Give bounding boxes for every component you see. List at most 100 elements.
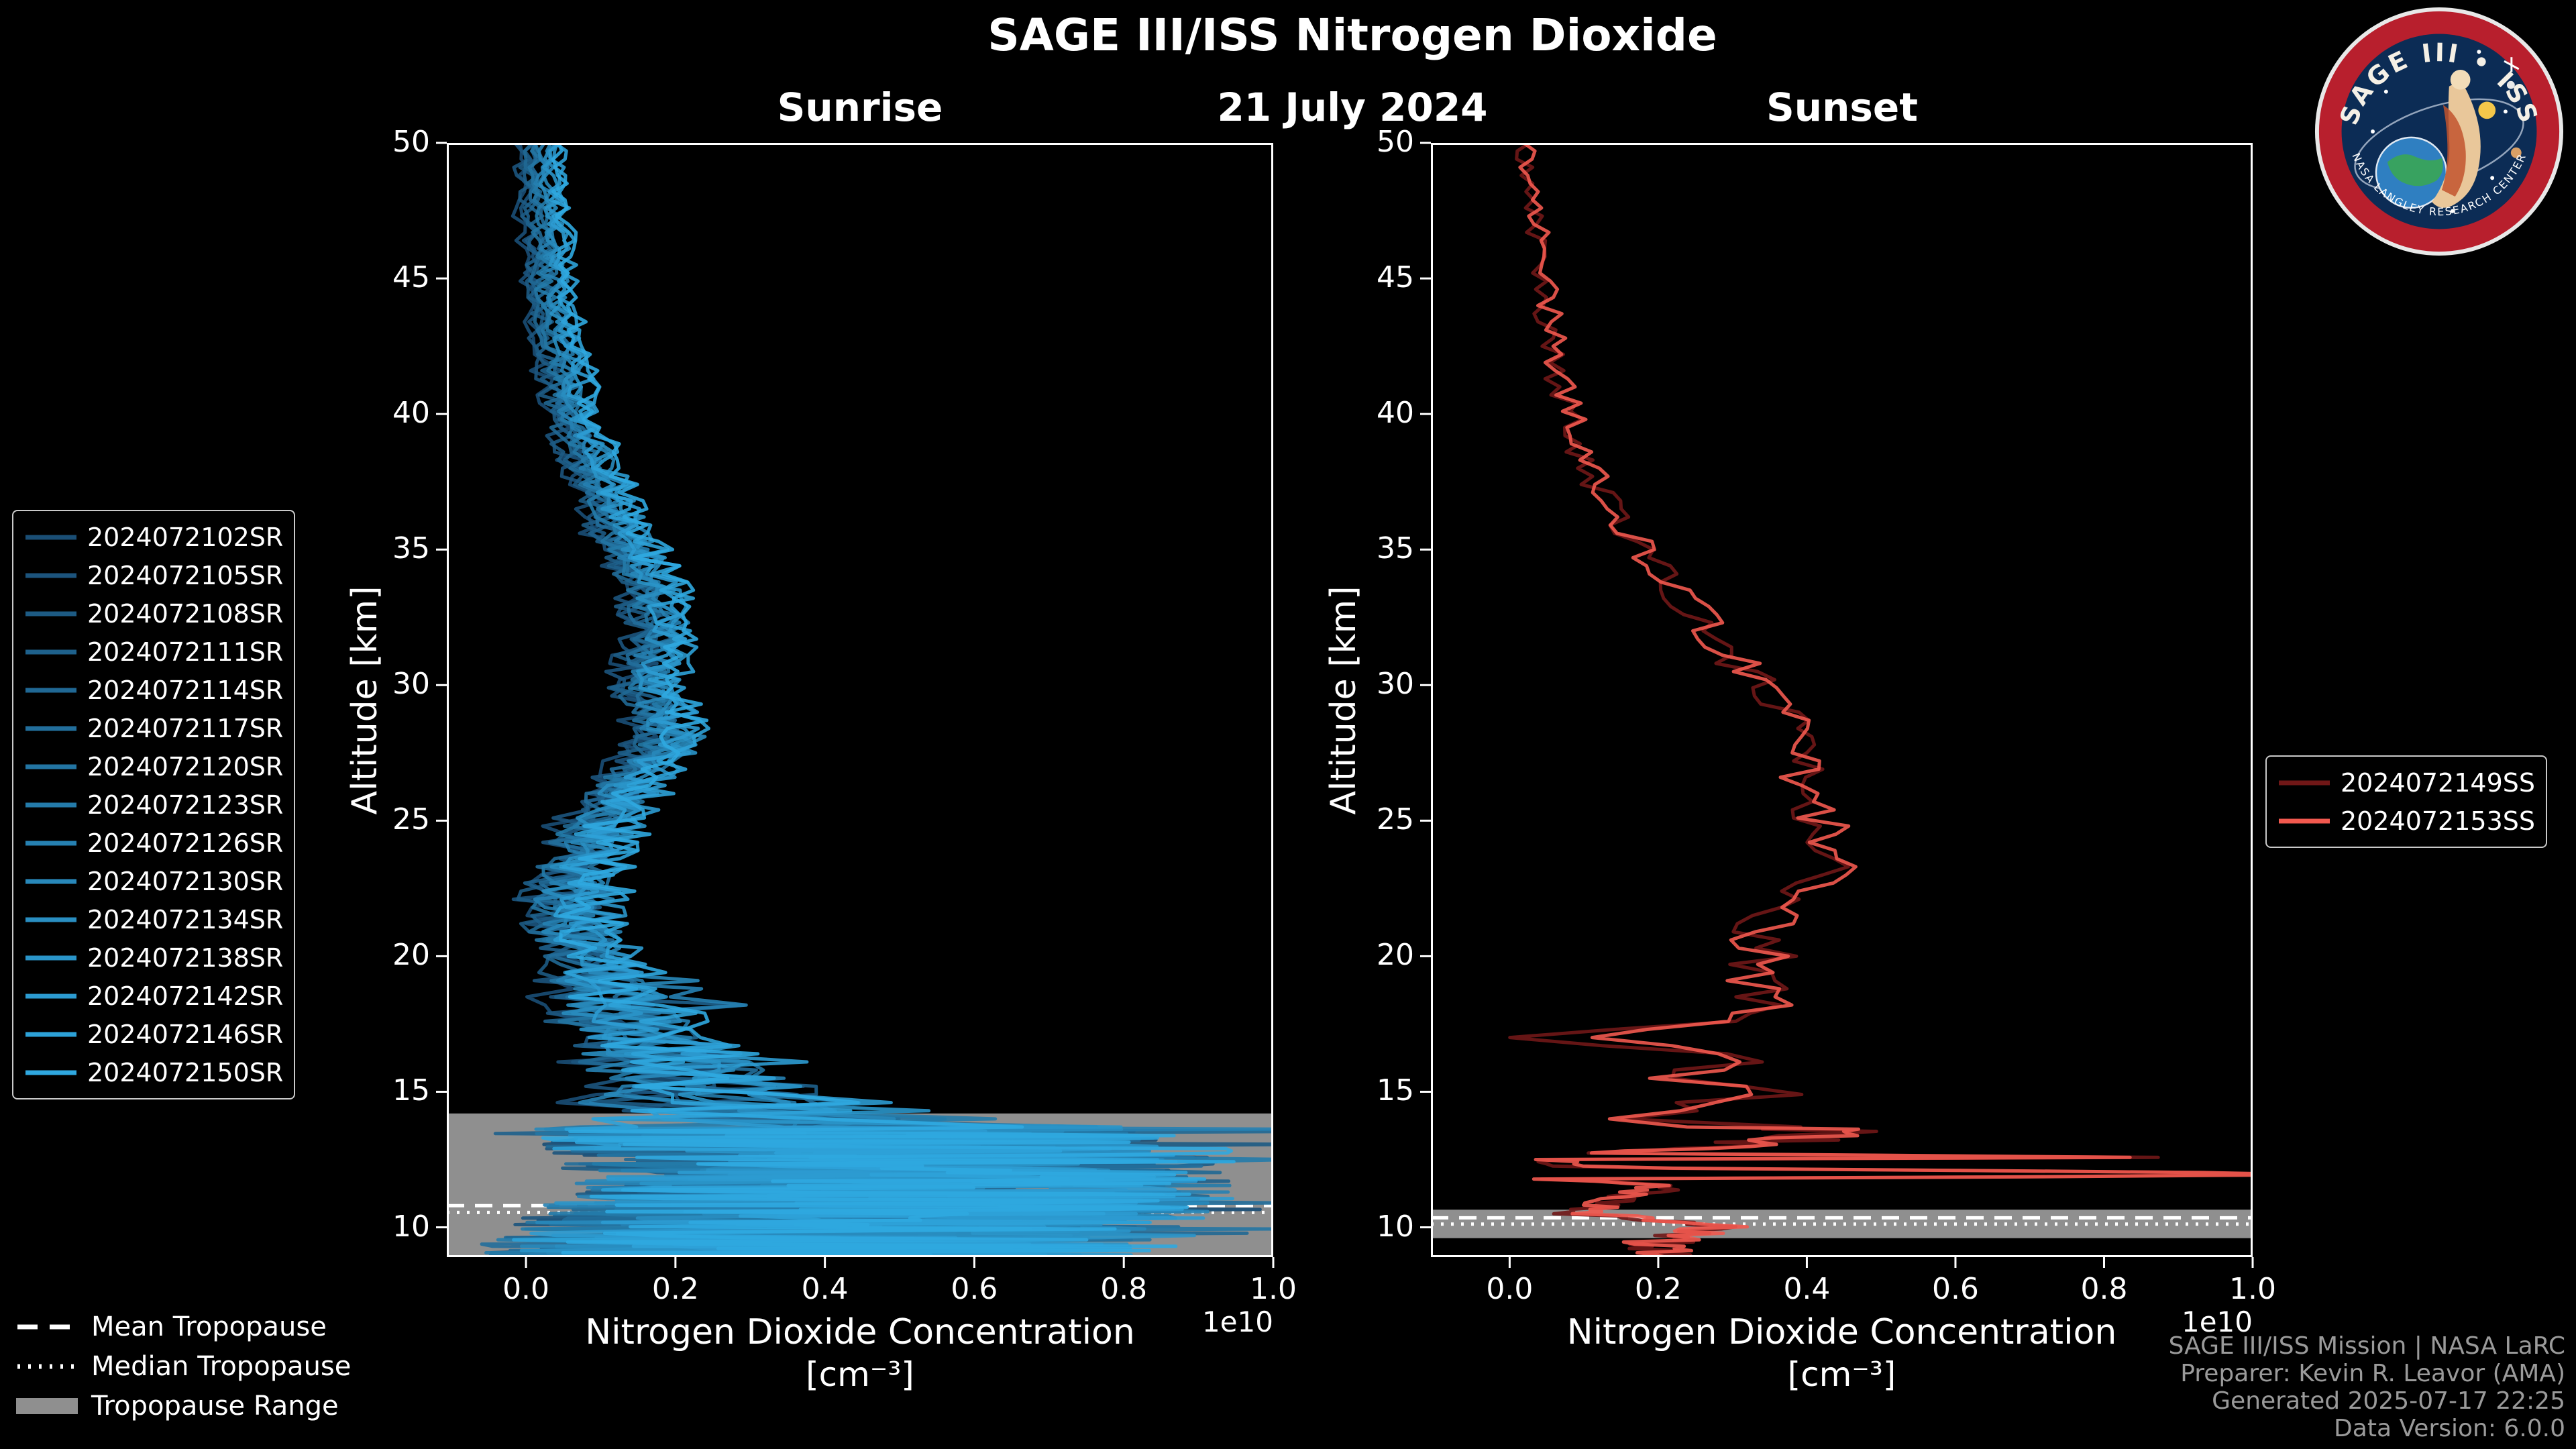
x-tick-label: 0.4 — [1783, 1272, 1831, 1306]
sunset-axis-offset-label: 1e10 — [2181, 1305, 2253, 1338]
legend-label: 2024072108SR — [87, 598, 284, 629]
x-tick-label: 0.4 — [801, 1272, 849, 1306]
sunset-legend: 2024072149SS 2024072153SS — [2265, 755, 2548, 848]
y-tick-label: 30 — [392, 667, 430, 702]
legend-label: 2024072114SR — [87, 675, 284, 705]
plot-border — [447, 143, 1273, 1257]
y-tick-label: 45 — [392, 260, 430, 295]
x-axis-label-text: Nitrogen Dioxide Concentration — [585, 1312, 1135, 1352]
legend-line-swatch — [25, 726, 76, 731]
legend-item: 2024072108SR — [24, 594, 283, 633]
legend-item: 2024072150SR — [24, 1053, 283, 1091]
profile-line-2024072149SS — [1508, 143, 2253, 1257]
sunrise-x-axis-label: Nitrogen Dioxide Concentration [cm⁻³] — [447, 1312, 1273, 1394]
sunset-plot-canvas — [1420, 142, 2254, 1268]
y-tick-label: 40 — [392, 396, 430, 431]
x-axis-label-text: Nitrogen Dioxide Concentration — [1566, 1312, 2117, 1352]
legend-label: 2024072138SR — [87, 943, 284, 973]
profile-line-2024072111SR — [493, 143, 1231, 1257]
preparer-credit: Preparer: Kevin R. Leavor (AMA) — [2180, 1360, 2565, 1387]
legend-line-swatch — [2279, 780, 2330, 785]
legend-item: 2024072120SR — [24, 747, 283, 786]
legend-label: Median Tropopause — [91, 1350, 352, 1382]
legend-line-swatch — [25, 573, 76, 578]
y-tick-label: 10 — [392, 1209, 430, 1244]
mission-credit: SAGE III/ISS Mission | NASA LaRC — [2168, 1332, 2565, 1360]
y-tick-label: 10 — [1377, 1209, 1414, 1244]
y-tick-label: 50 — [1377, 125, 1414, 159]
y-tick-label: 35 — [1377, 531, 1414, 566]
legend-label: 2024072149SS — [2341, 767, 2536, 798]
legend-label: Mean Tropopause — [91, 1311, 327, 1342]
legend-line-swatch — [2279, 818, 2330, 823]
x-tick-label: 0.0 — [502, 1272, 550, 1306]
legend-label: 2024072117SR — [87, 713, 284, 743]
plot-border — [1431, 143, 2253, 1257]
y-tick-label: 35 — [392, 531, 430, 566]
legend-label: 2024072153SS — [2341, 806, 2536, 836]
legend-item: 2024072146SR — [24, 1015, 283, 1053]
legend-line-swatch — [25, 535, 76, 539]
profile-line-2024072123SR — [484, 143, 1273, 1257]
sunrise-panel-title: Sunrise — [777, 85, 943, 130]
median-tropopause-line-swatch — [17, 1364, 76, 1368]
y-tick-label: 20 — [1377, 938, 1414, 973]
legend-line-swatch — [25, 611, 76, 616]
legend-label: 2024072111SR — [87, 637, 284, 667]
legend-label: 2024072150SR — [87, 1057, 284, 1087]
legend-item: Median Tropopause — [15, 1346, 351, 1386]
legend-label: Tropopause Range — [91, 1390, 339, 1421]
legend-label: 2024072126SR — [87, 828, 284, 858]
y-tick-label: 20 — [392, 938, 430, 973]
x-tick-label: 0.6 — [951, 1272, 998, 1306]
legend-line-swatch — [25, 649, 76, 654]
y-tick-label: 15 — [392, 1073, 430, 1108]
legend-item: 2024072130SR — [24, 862, 283, 900]
data-version: Data Version: 6.0.0 — [2334, 1415, 2565, 1442]
legend-line-swatch — [25, 1070, 76, 1075]
legend-label: 2024072142SR — [87, 981, 284, 1011]
y-tick-label: 25 — [1377, 802, 1414, 837]
legend-item: 2024072123SR — [24, 786, 283, 824]
generated-timestamp: Generated 2025-07-17 22:25 — [2212, 1387, 2565, 1415]
planet-icon — [2510, 147, 2522, 158]
sunset-plot: 0.0 0.2 0.4 0.6 0.8 1.0 10 15 20 25 30 35 40 45 50 — [1377, 125, 2276, 1306]
legend-item: 2024072105SR — [24, 556, 283, 594]
sunrise-axis-offset-label: 1e10 — [1201, 1305, 1273, 1338]
x-tick-label: 1.0 — [1250, 1272, 1297, 1306]
legend-label: 2024072146SR — [87, 1019, 284, 1049]
sun-icon — [2478, 101, 2496, 119]
planet-icon — [2506, 80, 2515, 89]
mean-tropopause-line-swatch — [17, 1324, 76, 1329]
y-tick-label: 45 — [1377, 260, 1414, 295]
y-tick-label: 50 — [392, 125, 430, 159]
tropopause-range-swatch — [16, 1397, 78, 1414]
legend-item: 2024072126SR — [24, 824, 283, 862]
profile-line-2024072117SR — [480, 143, 1273, 1257]
legend-item: 2024072134SR — [24, 900, 283, 938]
legend-label: 2024072134SR — [87, 904, 284, 934]
legend-line-swatch — [25, 994, 76, 998]
sunset-x-axis-label: Nitrogen Dioxide Concentration [cm⁻³] — [1431, 1312, 2253, 1394]
y-tick-label: 15 — [1377, 1073, 1414, 1108]
date-subtitle: 21 July 2024 — [1217, 85, 1488, 130]
legend-line-swatch — [25, 841, 76, 845]
legend-item: 2024072117SR — [24, 709, 283, 747]
legend-line-swatch — [25, 802, 76, 807]
legend-item: 2024072142SR — [24, 977, 283, 1015]
legend-item: Tropopause Range — [15, 1386, 351, 1426]
x-tick-label: 0.6 — [1931, 1272, 1979, 1306]
tropopause-legend: Mean Tropopause Median Tropopause Tropop… — [15, 1307, 351, 1426]
legend-item: 2024072138SR — [24, 938, 283, 977]
legend-item: 2024072153SS — [2277, 802, 2535, 840]
earth-illustration — [2375, 136, 2448, 209]
y-tick-label: 25 — [392, 802, 430, 837]
legend-label: 2024072105SR — [87, 560, 284, 590]
sunset-panel-title: Sunset — [1766, 85, 1918, 130]
y-tick-label: 40 — [1377, 396, 1414, 431]
logo-stars — [2371, 50, 2508, 213]
profile-line-2024072105SR — [489, 143, 1199, 1257]
legend-item: 2024072114SR — [24, 671, 283, 709]
sage-iii-iss-mission-patch: SAGE III • ISS NASA LANGLEY RESEARCH CEN… — [2314, 7, 2564, 256]
profile-line-2024072153SS — [1518, 143, 2253, 1257]
